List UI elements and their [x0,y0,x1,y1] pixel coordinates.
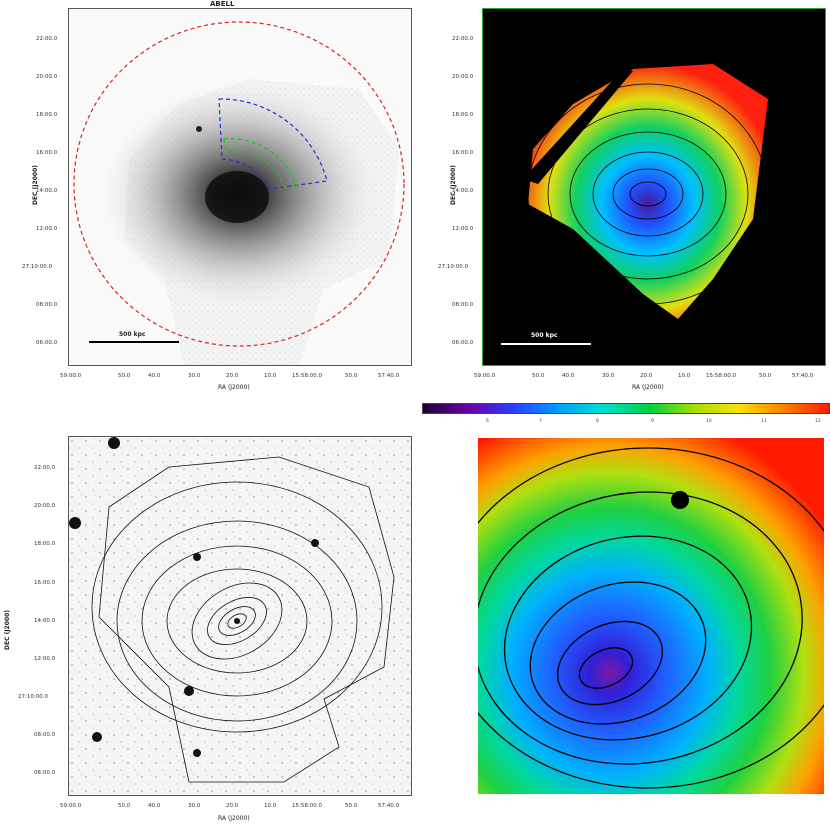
colorbar-tick: 7 [539,419,542,424]
y-tick: 12:00.0 [452,226,474,232]
temperature-map [523,64,769,319]
y-axis-label: DEC (J2000) [32,165,39,205]
xray-image-frame: 500 kpc [68,8,412,366]
scale-bar [501,343,591,345]
y-tick: 18:00.0 [36,112,58,118]
x-tick: 30.0 [188,803,201,809]
x-tick: 57:40.0 [378,373,400,379]
x-tick: 50.0 [118,803,131,809]
colorbar-tick: 6 [486,419,489,424]
y-tick: 20:00.0 [452,74,474,80]
colorbar-tick: 12 [815,419,821,424]
scale-bar-label: 500 kpc [531,332,558,339]
x-tick: 57:40.0 [792,373,814,379]
y-tick: 16:00.0 [36,150,58,156]
y-tick: 16:00.0 [34,580,56,586]
y-tick: 12:00.0 [36,226,58,232]
y-tick: 14:00.0 [452,188,474,194]
green-sector-region [223,138,298,188]
x-tick: 10.0 [264,803,277,809]
x-tick: 50.0 [118,373,131,379]
x-axis-label: RA (J2000) [218,815,250,822]
y-axis-label: DEC (J2000) [4,610,11,650]
x-tick: 40.0 [562,373,575,379]
zoomed-temperature-map [478,438,824,794]
x-tick: 59:00.0 [60,373,82,379]
y-tick: 22:00.0 [36,36,58,42]
y-tick: 14:00.0 [36,188,58,194]
y-tick: 06:00.0 [36,340,58,346]
blue-sector-region [218,98,328,190]
x-tick: 10.0 [264,373,277,379]
y-tick: 20:00.0 [36,74,58,80]
colorbar-tick: 11 [761,419,767,424]
x-tick: 10.0 [678,373,691,379]
y-tick: 08:00.0 [34,732,56,738]
zoomed-temperature-frame [478,438,824,794]
temperature-colorbar [422,403,830,414]
x-tick: 50.0 [532,373,545,379]
xray-image [73,21,405,365]
x-tick: 20.0 [226,803,239,809]
x-axis-label: RA (J2000) [218,384,250,391]
optical-image-frame [68,436,412,796]
y-axis-label: DEC (J2000) [450,165,457,205]
y-tick: 18:00.0 [452,112,474,118]
y-tick: 22:00.0 [34,465,56,471]
colorbar-tick: 9 [651,419,654,424]
colorbar-tick: 10 [706,419,712,424]
y-tick: 20:00.0 [34,503,56,509]
x-axis-label: RA (J2000) [632,384,664,391]
x-tick: 57:40.0 [378,803,400,809]
x-tick: 30.0 [602,373,615,379]
colorbar-tick: 8 [596,419,599,424]
x-tick: 15:58:00.0 [292,373,322,379]
y-tick: 27:10:00.0 [18,694,48,700]
y-tick: 14:00.0 [34,618,56,624]
y-tick: 18:00.0 [34,541,56,547]
x-tick: 59:00.0 [60,803,82,809]
red-circle-region [73,21,405,347]
y-tick: 16:00.0 [452,150,474,156]
y-tick: 08:00.0 [36,302,58,308]
x-tick: 50.0 [345,803,358,809]
scale-bar-label: 500 kpc [119,331,146,338]
x-tick: 15:58:00.0 [292,803,322,809]
x-tick: 20.0 [640,373,653,379]
x-tick: 30.0 [188,373,201,379]
x-tick: 40.0 [148,803,161,809]
y-tick: 08:00.0 [452,302,474,308]
y-tick: 27:10:00.0 [438,264,468,270]
optical-image [69,437,411,795]
x-tick: 40.0 [148,373,161,379]
x-tick: 20.0 [226,373,239,379]
y-tick: 12:00.0 [34,656,56,662]
x-tick: 15:58:00.0 [706,373,736,379]
y-tick: 27:10:00.0 [22,264,52,270]
y-tick: 06:00.0 [34,770,56,776]
y-tick: 22:00.0 [452,36,474,42]
temperature-map-frame: 500 kpc [482,8,826,366]
y-tick: 06:00.0 [452,340,474,346]
scale-bar [89,341,179,343]
x-tick: 50.0 [345,373,358,379]
x-tick: 59:00.0 [474,373,496,379]
x-tick: 50.0 [759,373,772,379]
